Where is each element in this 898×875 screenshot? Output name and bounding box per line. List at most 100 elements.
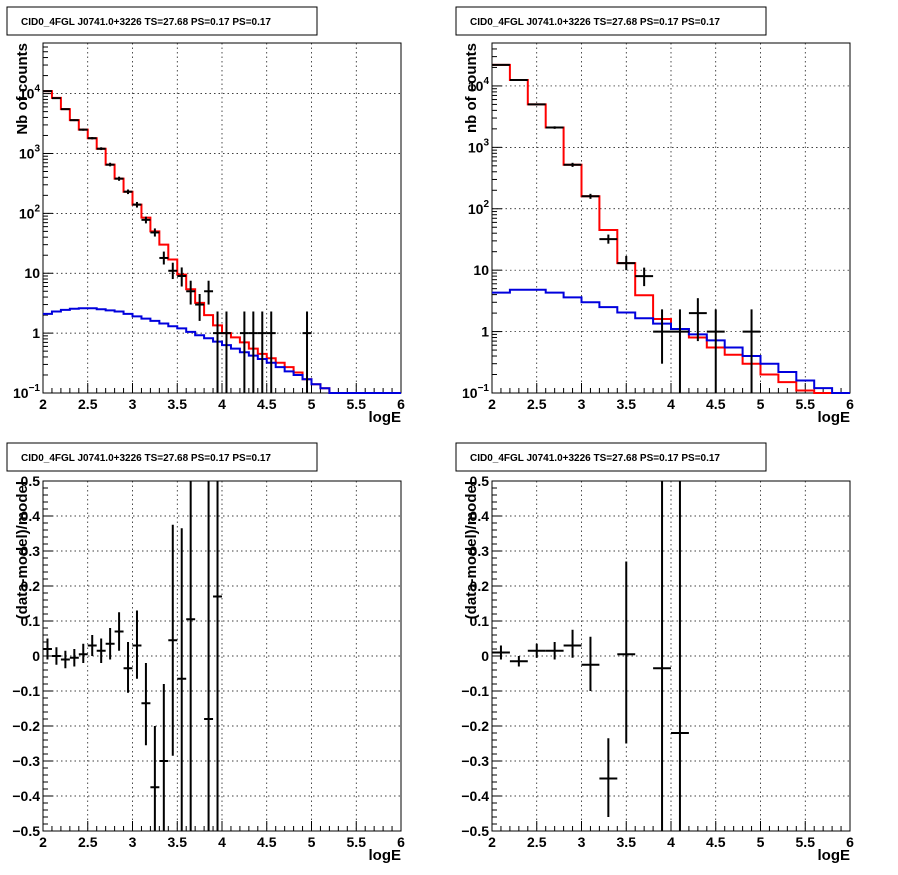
x-tick-label: 3.5: [168, 396, 188, 412]
y-tick-label: 0.3: [470, 543, 490, 559]
x-axis-ticks: [42, 821, 402, 831]
data-point: [87, 635, 97, 656]
x-tick-label: 4: [667, 834, 675, 850]
data-point: [302, 311, 312, 393]
x-tick-label: 2: [39, 834, 47, 850]
x-tick-label: 4: [667, 396, 675, 412]
y-tick-label: 0.2: [470, 578, 490, 594]
y-tick-label: 102: [468, 199, 490, 217]
y-axis-label: (data-model)/model: [463, 481, 480, 619]
y-axis-ticks: [492, 42, 502, 394]
x-axis-label: logE: [818, 847, 851, 864]
data-points: [43, 90, 312, 393]
data-point: [60, 108, 70, 111]
y-tick-label: −0.4: [12, 788, 40, 804]
data-point: [150, 228, 160, 237]
data-point: [617, 256, 636, 271]
x-tick-label: 4.5: [706, 396, 726, 412]
y-tick-label: 0: [32, 648, 40, 664]
x-tick-label: 3: [129, 834, 137, 850]
data-point: [159, 251, 169, 265]
data-point: [563, 629, 582, 658]
y-tick-label: −0.5: [12, 823, 40, 839]
y-tick-label: −0.1: [461, 683, 489, 699]
data-point: [671, 309, 689, 393]
y-tick-label: 10−1: [13, 383, 40, 401]
data-point: [141, 663, 151, 746]
y-tick-label: 0.5: [470, 473, 490, 489]
data-point: [492, 645, 510, 660]
y-tick-label: 10: [24, 265, 40, 281]
data-point: [222, 311, 231, 393]
data-point: [239, 311, 249, 393]
y-tick-label: 1: [481, 324, 489, 340]
y-tick-label: 1: [32, 325, 40, 341]
x-tick-label: 2.5: [527, 834, 547, 850]
y-axis-label: nb of counts: [463, 43, 480, 133]
data-point: [527, 643, 546, 658]
model-histogram-background: [43, 307, 401, 394]
x-tick-label: 5: [308, 834, 316, 850]
x-tick-label: 4.5: [257, 834, 277, 850]
y-tick-label: 10−1: [462, 383, 489, 401]
y-tick-label: 103: [468, 137, 490, 155]
x-tick-label: 4.5: [706, 834, 726, 850]
data-point: [132, 201, 142, 208]
chart-title: CID0_4FGL J0741.0+3226 TS=27.68 PS=0.17 …: [470, 17, 720, 28]
data-point: [563, 162, 582, 167]
chart-title: CID0_4FGL J0741.0+3226 TS=27.68 PS=0.17 …: [21, 17, 271, 28]
data-point: [114, 176, 124, 181]
data-point: [60, 650, 70, 669]
x-tick-label: 6: [846, 834, 854, 850]
data-point: [177, 267, 187, 287]
x-axis-label: logE: [818, 409, 851, 426]
x-tick-label: 2: [488, 834, 496, 850]
y-tick-label: −0.4: [461, 788, 489, 804]
chart-panel-1: 2 2.5 3 3.5 4 4.5 5 5.5 6 10−1 1 10 102 103 104 logE Nb …: [6, 6, 405, 426]
title-box: [455, 442, 767, 472]
title-box: [455, 6, 767, 36]
x-axis-ticks: [491, 821, 851, 831]
x-tick-label: 5: [757, 834, 765, 850]
y-axis-label: (data-model)/model: [14, 481, 31, 619]
x-tick-label: 6: [397, 834, 405, 850]
data-point: [51, 647, 61, 665]
x-tick-label: 5.5: [796, 396, 816, 412]
data-point: [671, 481, 689, 831]
data-point: [43, 638, 52, 660]
x-axis-label: logE: [369, 847, 402, 864]
x-tick-label: 2: [488, 396, 496, 412]
y-tick-label: −0.2: [12, 718, 40, 734]
chart-panel-4: 2 2.5 3 3.5 4 4.5 5 5.5 6 −0.5 −0.4 −0.3 −0.2 −0.1 0 0.…: [455, 442, 854, 864]
data-point: [141, 216, 151, 224]
data-point: [492, 63, 510, 66]
x-tick-label: 5.5: [347, 834, 367, 850]
y-tick-label: 0.3: [21, 543, 41, 559]
data-point: [96, 147, 106, 151]
data-point: [123, 189, 133, 195]
data-point: [706, 309, 725, 393]
data-point: [617, 561, 636, 744]
y-tick-label: 104: [19, 84, 41, 102]
chart-title: CID0_4FGL J0741.0+3226 TS=27.68 PS=0.17 …: [21, 453, 271, 464]
data-point: [105, 628, 115, 660]
data-point: [213, 481, 222, 831]
y-axis-ticks: [43, 480, 53, 832]
data-point: [186, 280, 196, 305]
x-tick-label: 3: [578, 834, 586, 850]
x-tick-label: 3.5: [168, 834, 188, 850]
chart-panel-2: 2 2.5 3 3.5 4 4.5 5 5.5 6 10−1 1 10 102 103 104 logE nb …: [455, 6, 854, 426]
x-tick-label: 2.5: [78, 396, 98, 412]
data-points: [43, 481, 222, 831]
data-point: [653, 309, 671, 364]
x-tick-label: 4: [218, 396, 226, 412]
data-point: [78, 128, 88, 131]
data-point: [159, 684, 169, 831]
y-tick-label: −0.1: [12, 683, 40, 699]
x-axis-label: logE: [369, 409, 402, 426]
x-axis-ticks: [42, 383, 402, 393]
data-point: [87, 137, 97, 140]
grid: [492, 481, 850, 831]
x-tick-label: 3: [129, 396, 137, 412]
